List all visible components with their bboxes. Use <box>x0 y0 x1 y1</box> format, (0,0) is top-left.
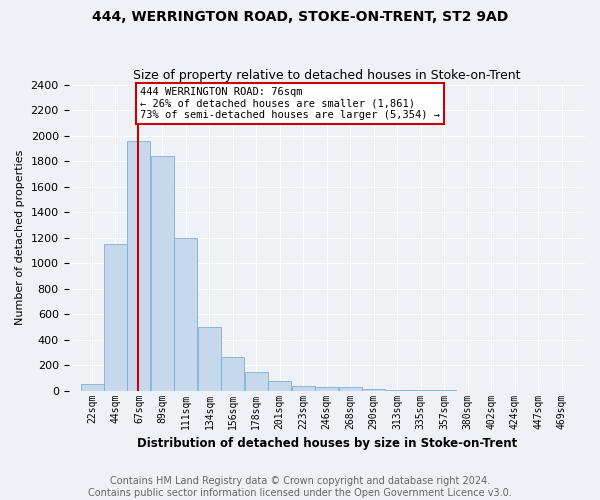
Bar <box>175 238 197 390</box>
Bar <box>151 156 174 390</box>
Y-axis label: Number of detached properties: Number of detached properties <box>15 150 25 326</box>
Bar <box>221 357 244 390</box>
Text: 444, WERRINGTON ROAD, STOKE-ON-TRENT, ST2 9AD: 444, WERRINGTON ROAD, STOKE-ON-TRENT, ST… <box>92 10 508 24</box>
Text: 444 WERRINGTON ROAD: 76sqm
← 26% of detached houses are smaller (1,861)
73% of s: 444 WERRINGTON ROAD: 76sqm ← 26% of deta… <box>140 87 440 120</box>
Bar <box>104 244 127 390</box>
Bar <box>339 387 362 390</box>
Text: Contains HM Land Registry data © Crown copyright and database right 2024.
Contai: Contains HM Land Registry data © Crown c… <box>88 476 512 498</box>
X-axis label: Distribution of detached houses by size in Stoke-on-Trent: Distribution of detached houses by size … <box>137 437 517 450</box>
Bar <box>127 140 151 390</box>
Bar <box>362 388 385 390</box>
Bar <box>292 386 315 390</box>
Title: Size of property relative to detached houses in Stoke-on-Trent: Size of property relative to detached ho… <box>133 69 521 82</box>
Bar <box>198 327 221 390</box>
Bar <box>315 387 338 390</box>
Bar <box>245 372 268 390</box>
Bar <box>268 381 292 390</box>
Bar <box>80 384 104 390</box>
